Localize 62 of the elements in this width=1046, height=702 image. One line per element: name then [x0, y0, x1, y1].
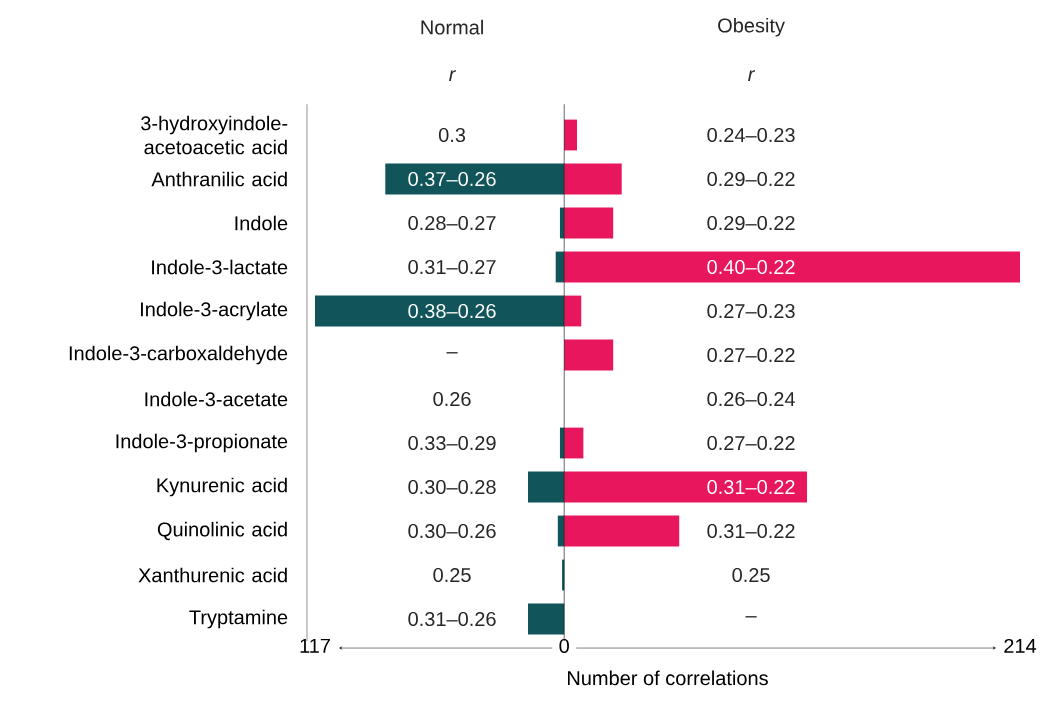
annotation: – [446, 352, 458, 354]
y-tick-label: Quinolinic acid [157, 521, 287, 541]
annotation: 0.40–0.22 [707, 259, 795, 275]
annotation: 0.29–0.22 [707, 171, 795, 187]
annotation: 0.33–0.29 [408, 435, 496, 451]
x-axis-title: Number of correlations [568, 670, 768, 686]
annotation: 0.26–0.24 [707, 391, 795, 407]
text: Obesity [718, 17, 785, 37]
annotation: 0.27–0.22 [707, 435, 795, 451]
annotation: 0.30–0.26 [408, 523, 496, 539]
annotation: 0.28–0.27 [408, 215, 496, 231]
bar [564, 339, 614, 371]
bar [385, 163, 565, 195]
x-tick-label: 214 [1004, 638, 1037, 653]
bar [562, 559, 565, 591]
annotation: 0.27–0.22 [707, 347, 795, 363]
bar [559, 427, 565, 459]
x-tick-label: 117 [300, 638, 330, 653]
bar [528, 471, 565, 503]
bar [528, 603, 565, 635]
annotation: 0.25 [732, 567, 770, 583]
text: Normal [421, 19, 483, 35]
text: r [449, 70, 457, 81]
bar [315, 295, 565, 327]
annotation: 0.3 [438, 127, 466, 143]
y-tick-label: Kynurenic acid [157, 477, 287, 497]
bar [564, 251, 1021, 283]
bar [564, 295, 582, 327]
annotation: 0.27–0.23 [707, 303, 795, 319]
annotation: 0.31–0.22 [707, 479, 795, 495]
y-tick-label: Indole-3-lactate [152, 259, 288, 275]
annotation: 0.31–0.22 [707, 523, 795, 539]
annotation: 0.24–0.23 [707, 127, 795, 143]
x-tick-label: 0 [559, 638, 569, 654]
bar [564, 427, 584, 459]
annotation: 0.25 [433, 567, 471, 583]
text: r [748, 70, 756, 81]
bar [555, 251, 565, 283]
bar [564, 207, 614, 239]
bar [564, 515, 680, 547]
bar [564, 163, 622, 195]
bar [564, 119, 577, 151]
y-tick-label: Tryptamine [189, 609, 288, 629]
annotation: 0.26 [433, 391, 471, 407]
annotation: 0.37–0.26 [408, 171, 496, 187]
y-tick-label: Indole [235, 215, 288, 231]
annotation: 0.29–0.22 [707, 215, 795, 231]
annotation: 0.31–0.26 [408, 611, 496, 627]
annotation: 0.38–0.26 [408, 303, 496, 319]
y-tick-label: Indole-3-acetate [145, 391, 288, 407]
y-tick-label: Anthranilic acid [151, 171, 287, 187]
annotation: – [745, 616, 757, 618]
annotation: 0.31–0.27 [408, 259, 496, 275]
y-tick-label: Xanthurenic acid [138, 567, 287, 583]
bar [557, 515, 565, 547]
y-tick-label: Indole-3-acrylate [141, 301, 288, 321]
bar [559, 207, 565, 239]
annotation: 0.30–0.28 [408, 479, 496, 495]
bar [564, 471, 808, 503]
y-tick-label: Indole-3-carboxaldehyde [69, 345, 288, 365]
y-tick-label: 3-hydroxyindole-acetoacetic acid [141, 115, 288, 155]
y-tick-label: Indole-3-propionate [116, 433, 288, 453]
